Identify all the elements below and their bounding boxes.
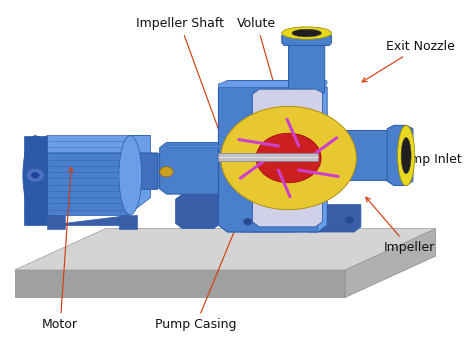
Polygon shape [24, 136, 46, 215]
Polygon shape [119, 215, 137, 229]
Polygon shape [128, 136, 151, 215]
Polygon shape [24, 215, 46, 225]
Polygon shape [130, 153, 157, 189]
Polygon shape [15, 270, 345, 297]
Circle shape [26, 168, 45, 182]
Ellipse shape [23, 136, 48, 215]
Polygon shape [219, 81, 327, 87]
Text: Pump Casing: Pump Casing [155, 219, 240, 331]
Text: Exit Nozzle: Exit Nozzle [362, 40, 455, 82]
Polygon shape [160, 143, 234, 194]
Polygon shape [318, 130, 400, 180]
Polygon shape [24, 136, 151, 153]
Polygon shape [387, 125, 413, 186]
Polygon shape [46, 136, 128, 215]
Text: Motor: Motor [42, 167, 78, 331]
Polygon shape [175, 194, 221, 229]
Ellipse shape [119, 136, 142, 215]
Ellipse shape [401, 137, 411, 174]
Circle shape [243, 218, 252, 225]
Circle shape [311, 217, 320, 223]
Polygon shape [252, 89, 322, 227]
Ellipse shape [282, 27, 331, 39]
Polygon shape [46, 215, 64, 229]
Polygon shape [166, 146, 234, 148]
Polygon shape [46, 215, 128, 225]
Text: Volute: Volute [237, 17, 282, 108]
Text: Impeller: Impeller [366, 197, 435, 254]
Polygon shape [130, 153, 166, 189]
Text: Pump Inlet: Pump Inlet [383, 153, 462, 166]
Polygon shape [15, 229, 436, 270]
Polygon shape [318, 81, 327, 232]
Circle shape [160, 167, 173, 177]
Polygon shape [282, 34, 331, 45]
Ellipse shape [292, 29, 321, 37]
Polygon shape [289, 42, 325, 98]
Circle shape [221, 107, 356, 210]
Polygon shape [302, 204, 361, 232]
Ellipse shape [398, 126, 415, 186]
Circle shape [345, 217, 354, 223]
Circle shape [31, 172, 39, 178]
Polygon shape [234, 215, 302, 232]
Polygon shape [345, 229, 436, 297]
Polygon shape [219, 81, 327, 232]
Polygon shape [219, 153, 318, 161]
Circle shape [256, 133, 321, 183]
Circle shape [286, 218, 295, 225]
Text: Impeller Shaft: Impeller Shaft [136, 17, 224, 144]
